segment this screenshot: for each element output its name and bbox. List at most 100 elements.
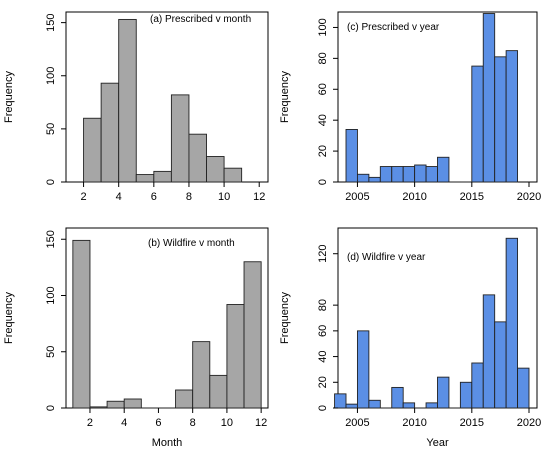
histogram-bar bbox=[482, 13, 496, 183]
histogram-bar bbox=[334, 393, 347, 409]
histogram-bar bbox=[471, 362, 484, 409]
histogram-bar bbox=[437, 156, 450, 183]
histogram-bar bbox=[494, 56, 507, 183]
y-tick-label: 150 bbox=[45, 230, 57, 248]
panel-title: (c) Prescribed v year bbox=[347, 22, 440, 33]
panel-prescribed-year: 0 20 40 60 80 100 2005 2010 2015 2020 (c) Prescrib… bbox=[279, 11, 541, 203]
panel-wildfire-month: 0 50 100 150 2 4 6 8 10 12 (b) Wildfire v month Fre… bbox=[3, 227, 269, 449]
y-tick-label: 50 bbox=[45, 346, 57, 358]
histogram-bar bbox=[170, 94, 190, 183]
histogram-bar bbox=[72, 239, 91, 409]
x-tick-label: 2015 bbox=[460, 191, 484, 203]
y-tick-label: 0 bbox=[45, 179, 57, 185]
x-tick-label: 12 bbox=[253, 191, 265, 203]
x-tick-label: 4 bbox=[121, 417, 127, 429]
histogram-bar bbox=[379, 166, 393, 183]
x-tick-label: 8 bbox=[186, 191, 192, 203]
histogram-bar bbox=[482, 294, 496, 409]
y-tick-label: 120 bbox=[317, 245, 329, 263]
histogram-bar bbox=[471, 65, 484, 183]
y-axis-label: Frequency bbox=[279, 71, 291, 123]
x-tick-label: 2010 bbox=[402, 191, 426, 203]
panel-title: (d) Wildfire v year bbox=[347, 252, 426, 263]
histogram-bar bbox=[414, 164, 427, 183]
y-axis-label: Frequency bbox=[3, 71, 15, 123]
y-tick-label: 40 bbox=[317, 114, 329, 126]
histogram-bar bbox=[345, 403, 358, 409]
histogram-bar bbox=[89, 406, 108, 409]
y-tick-label: 150 bbox=[45, 13, 57, 31]
y-tick-label: 80 bbox=[317, 52, 329, 64]
histogram-bar bbox=[345, 129, 358, 183]
x-tick-label: 6 bbox=[155, 417, 161, 429]
histogram-bar bbox=[188, 133, 207, 183]
x-tick-label: 6 bbox=[151, 191, 157, 203]
y-tick-label: 50 bbox=[45, 123, 57, 135]
histogram-bar bbox=[192, 341, 211, 409]
y-tick-label: 0 bbox=[45, 405, 57, 411]
y-tick-label: 0 bbox=[317, 179, 329, 185]
y-tick-label: 40 bbox=[317, 350, 329, 362]
histogram-bar bbox=[226, 304, 245, 409]
x-tick-label: 4 bbox=[116, 191, 122, 203]
histogram-bar bbox=[425, 402, 438, 409]
y-tick-label: 20 bbox=[317, 376, 329, 388]
x-axis-label: Year bbox=[426, 437, 449, 449]
histogram-bar bbox=[356, 173, 370, 183]
histogram-bar bbox=[83, 117, 102, 183]
x-tick-label: 2 bbox=[87, 417, 93, 429]
x-axis-label: Month bbox=[152, 437, 183, 449]
y-tick-label: 60 bbox=[317, 325, 329, 337]
y-tick-label: 20 bbox=[317, 145, 329, 157]
histogram-bar bbox=[206, 156, 225, 183]
histogram-bar bbox=[356, 330, 370, 409]
histogram-bar bbox=[368, 176, 381, 183]
x-tick-label: 2020 bbox=[517, 191, 541, 203]
histogram-bar bbox=[402, 166, 416, 183]
x-tick-label: 10 bbox=[218, 191, 230, 203]
histogram-bar bbox=[505, 50, 519, 183]
histogram-bar bbox=[505, 237, 519, 409]
histogram-bar bbox=[437, 376, 450, 409]
y-tick-label: 100 bbox=[45, 67, 57, 85]
x-tick-label: 2020 bbox=[517, 417, 541, 429]
histogram-bar bbox=[391, 386, 404, 409]
histogram-bar bbox=[494, 321, 507, 409]
histogram-bar bbox=[368, 399, 381, 409]
y-tick-label: 80 bbox=[317, 299, 329, 311]
histogram-bar bbox=[425, 166, 438, 183]
histogram-bar bbox=[223, 167, 243, 183]
panel-wildfire-year: 0 20 40 60 80 120 2005 2010 2015 2020 (d) Wildfire… bbox=[279, 227, 541, 449]
histogram-bar bbox=[209, 374, 228, 409]
histogram-bar bbox=[123, 398, 142, 409]
y-tick-label: 100 bbox=[317, 18, 329, 36]
histogram-bar bbox=[459, 381, 473, 409]
x-tick-label: 2015 bbox=[460, 417, 484, 429]
x-tick-label: 2010 bbox=[402, 417, 426, 429]
histogram-bar bbox=[402, 402, 416, 409]
histogram-bar bbox=[100, 82, 120, 183]
x-tick-label: 8 bbox=[190, 417, 196, 429]
histogram-bar bbox=[135, 174, 155, 183]
y-axis-label: Frequency bbox=[3, 292, 15, 344]
x-tick-label: 12 bbox=[255, 417, 267, 429]
histogram-bar bbox=[175, 389, 194, 409]
x-tick-label: 10 bbox=[221, 417, 233, 429]
x-tick-label: 2005 bbox=[345, 191, 369, 203]
histogram-bar bbox=[517, 367, 530, 409]
panel-title: (a) Prescribed v month bbox=[150, 14, 251, 25]
histogram-bar bbox=[153, 170, 172, 183]
y-tick-label: 60 bbox=[317, 83, 329, 95]
y-axis-label: Frequency bbox=[279, 292, 291, 344]
histogram-bar bbox=[391, 166, 404, 183]
y-tick-label: 100 bbox=[45, 286, 57, 304]
histogram-bar bbox=[118, 18, 137, 183]
x-tick-label: 2005 bbox=[345, 417, 369, 429]
y-tick-label: 0 bbox=[317, 405, 329, 411]
histogram-bar bbox=[243, 261, 262, 409]
panel-title: (b) Wildfire v month bbox=[148, 238, 235, 249]
panel-prescribed-month: 0 50 100 150 2 4 6 8 10 12 (a) Prescribed v month F… bbox=[3, 11, 269, 203]
x-tick-label: 2 bbox=[81, 191, 87, 203]
histogram-bar bbox=[106, 400, 125, 409]
